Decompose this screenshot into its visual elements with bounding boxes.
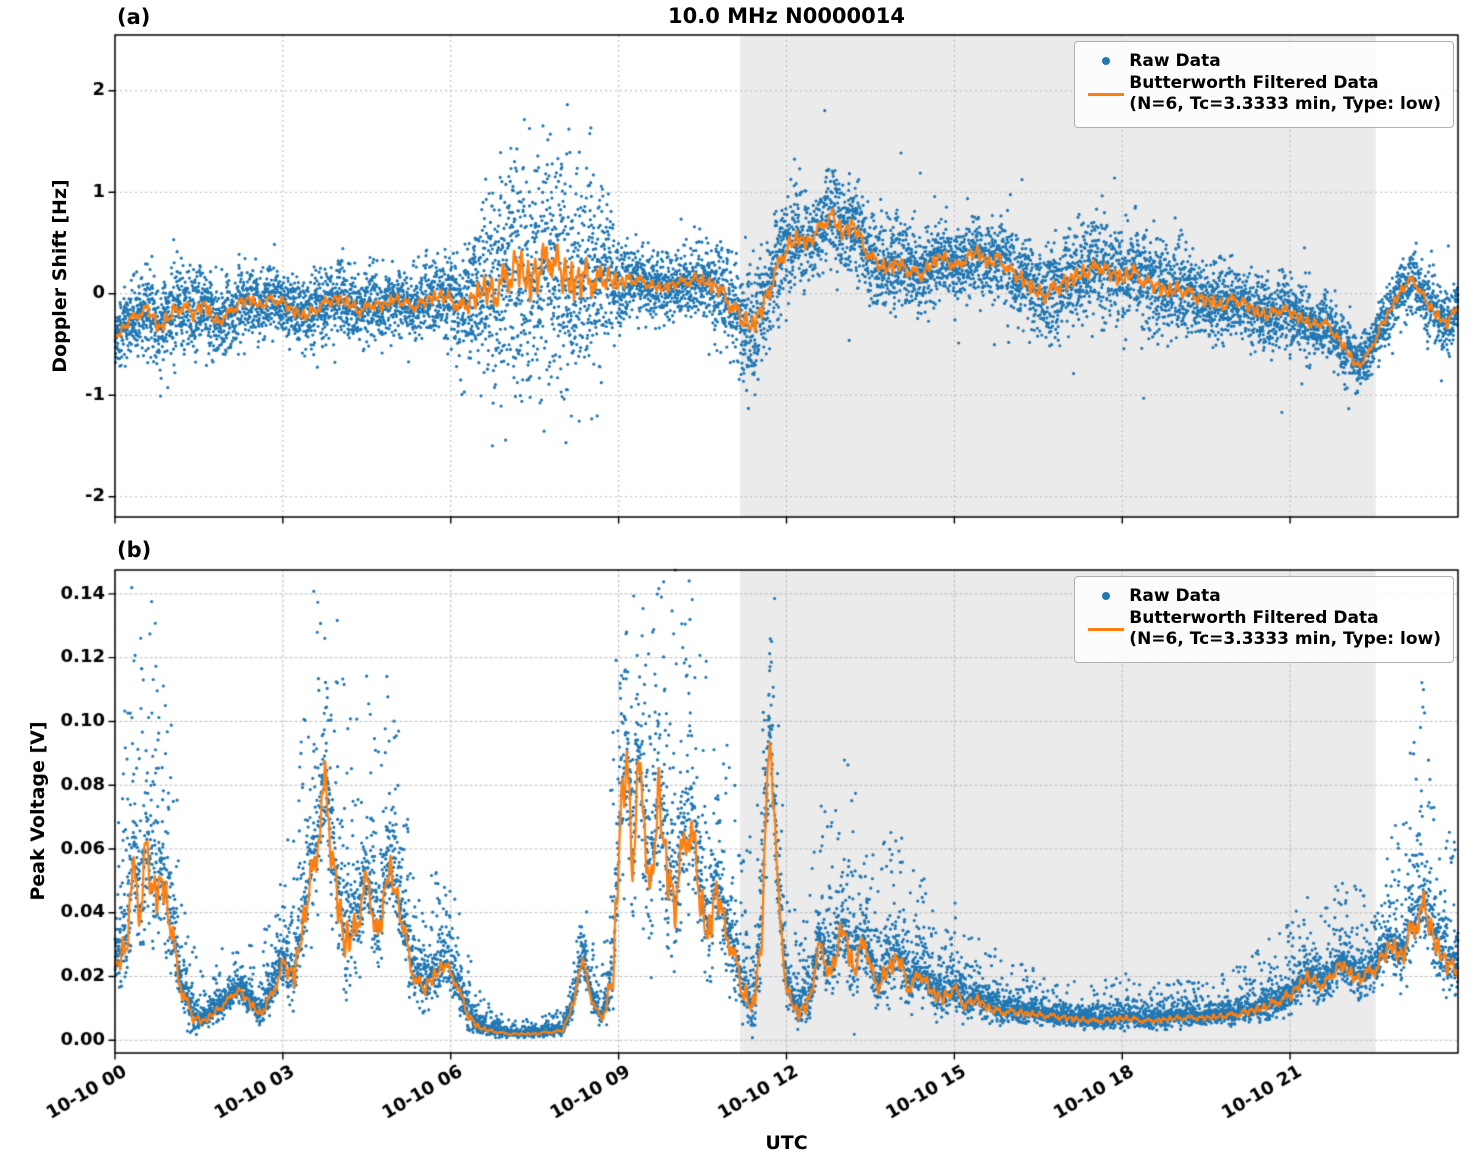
filtered-line-marker-icon xyxy=(1083,627,1129,631)
raw-data-marker-icon xyxy=(1083,57,1129,65)
legend-panel-a: Raw Data Butterworth Filtered Data (N=6,… xyxy=(1074,41,1454,128)
filtered-line-marker-icon xyxy=(1083,92,1129,96)
legend-filtered-sublabel: (N=6, Tc=3.3333 min, Type: low) xyxy=(1129,629,1441,650)
figure-title: 10.0 MHz N0000014 xyxy=(668,4,905,28)
legend-raw-label: Raw Data xyxy=(1129,586,1221,606)
legend-filtered-label: Butterworth Filtered Data xyxy=(1129,73,1379,93)
legend-raw-label: Raw Data xyxy=(1129,51,1221,71)
panel-b-label: (b) xyxy=(117,538,152,562)
legend-raw-row: Raw Data xyxy=(1083,51,1441,71)
legend-filtered-sublabel: (N=6, Tc=3.3333 min, Type: low) xyxy=(1129,94,1441,115)
legend-raw-row: Raw Data xyxy=(1083,586,1441,606)
y-axis-label-voltage: Peak Voltage [V] xyxy=(27,721,49,901)
legend-panel-b: Raw Data Butterworth Filtered Data (N=6,… xyxy=(1074,576,1454,663)
legend-filtered-row: Butterworth Filtered Data (N=6, Tc=3.333… xyxy=(1083,608,1441,651)
x-axis-label-utc: UTC xyxy=(765,1132,808,1154)
legend-filtered-row: Butterworth Filtered Data (N=6, Tc=3.333… xyxy=(1083,73,1441,116)
y-axis-label-doppler: Doppler Shift [Hz] xyxy=(49,179,71,373)
panel-a-label: (a) xyxy=(117,5,151,29)
legend-filtered-label: Butterworth Filtered Data xyxy=(1129,608,1379,628)
raw-data-marker-icon xyxy=(1083,592,1129,600)
